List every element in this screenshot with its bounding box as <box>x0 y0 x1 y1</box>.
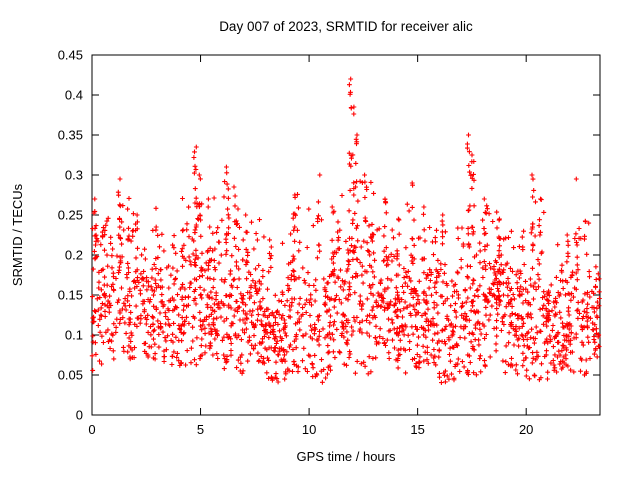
y-tick-label: 0 <box>76 408 83 423</box>
y-tick-label: 0.1 <box>65 328 83 343</box>
y-tick-label: 0.4 <box>65 88 83 103</box>
y-tick-label: 0.2 <box>65 248 83 263</box>
y-tick-label: 0.15 <box>58 288 83 303</box>
data-points <box>89 76 602 385</box>
y-tick-label: 0.05 <box>58 368 83 383</box>
x-tick-label: 10 <box>302 422 316 437</box>
x-axis-label: GPS time / hours <box>297 449 396 464</box>
x-tick-label: 5 <box>197 422 204 437</box>
y-tick-label: 0.25 <box>58 208 83 223</box>
x-ticks: 0 5 10 15 20 <box>88 55 533 437</box>
plot-border <box>91 54 601 416</box>
x-tick-label: 20 <box>519 422 533 437</box>
y-tick-label: 0.45 <box>58 48 83 63</box>
y-tick-label: 0.35 <box>58 128 83 143</box>
y-tick-label: 0.3 <box>65 168 83 183</box>
y-ticks: 0 0.05 0.1 0.15 0.2 0.25 0.3 0.35 0.4 0.45 <box>58 48 600 423</box>
x-tick-label: 0 <box>88 422 95 437</box>
y-axis-label: SRMTID / TECUs <box>10 183 25 286</box>
scatter-plus-markers <box>89 76 602 385</box>
chart-title: Day 007 of 2023, SRMTID for receiver ali… <box>219 19 473 34</box>
x-tick-label: 15 <box>410 422 424 437</box>
